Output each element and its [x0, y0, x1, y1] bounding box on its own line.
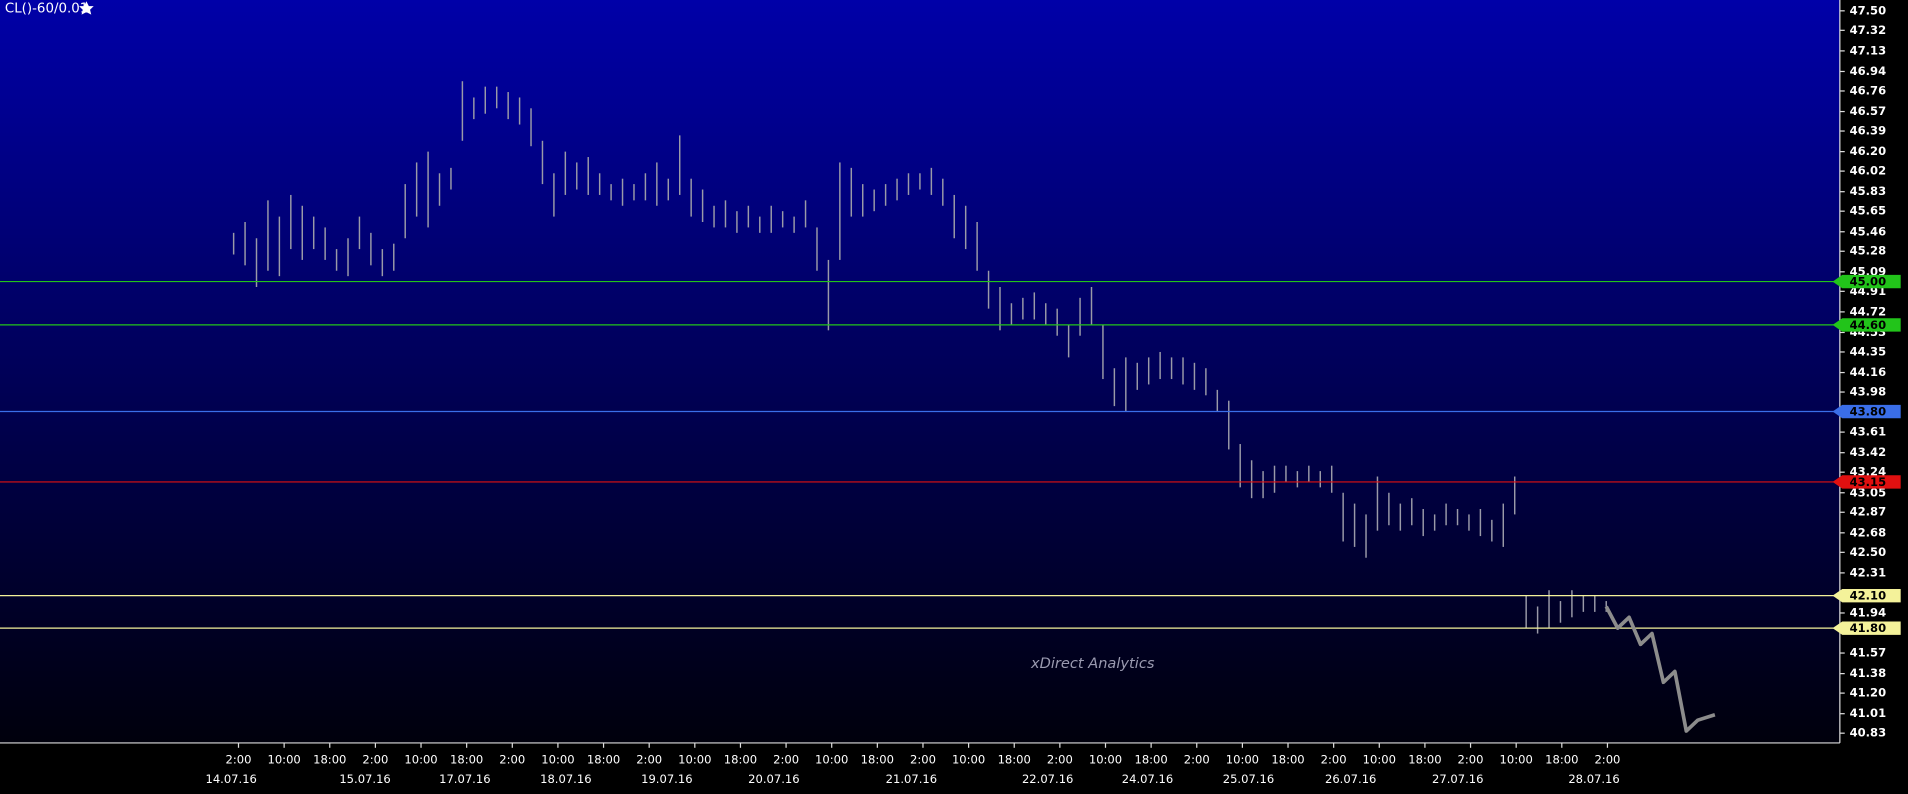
y-tick-label: 41.01: [1850, 706, 1887, 720]
y-tick-label: 45.28: [1850, 244, 1887, 258]
date-label: 14.07.16: [205, 772, 256, 786]
x-tick-label: 10:00: [952, 752, 985, 766]
y-tick-label: 43.98: [1850, 385, 1887, 399]
level-tag: [1832, 588, 1901, 603]
x-tick-label: 2:00: [499, 752, 525, 766]
x-tick-label: 10:00: [404, 752, 437, 766]
y-tick-label: 42.31: [1850, 565, 1887, 579]
y-tick-label: 42.87: [1850, 505, 1887, 519]
x-tick-label: 10:00: [1363, 752, 1396, 766]
y-tick-label: 42.50: [1850, 545, 1887, 559]
plot-area: [0, 0, 1840, 743]
level-tag: [1832, 621, 1901, 635]
date-label: 20.07.16: [748, 772, 799, 786]
date-label: 26.07.16: [1325, 772, 1376, 786]
x-tick-label: 10:00: [267, 752, 300, 766]
x-tick-label: 10:00: [678, 752, 711, 766]
x-tick-label: 18:00: [587, 752, 620, 766]
y-tick-label: 43.24: [1850, 465, 1887, 479]
watermark: xDirect Analytics: [1030, 655, 1155, 672]
date-label: 21.07.16: [886, 772, 937, 786]
y-tick-label: 43.05: [1850, 485, 1887, 499]
x-tick-label: 18:00: [450, 752, 483, 766]
level-tag: [1832, 274, 1901, 289]
y-tick-label: 41.94: [1850, 605, 1887, 619]
y-tick-label: 46.20: [1850, 144, 1887, 158]
y-tick-label: 45.65: [1850, 204, 1887, 218]
y-tick-label: 43.61: [1850, 425, 1887, 439]
x-tick-label: 2:00: [1594, 752, 1620, 766]
x-tick-label: 10:00: [1089, 752, 1122, 766]
x-tick-label: 18:00: [313, 752, 346, 766]
y-tick-label: 46.76: [1850, 83, 1887, 97]
level-tag: [1832, 404, 1901, 419]
x-tick-label: 2:00: [1184, 752, 1210, 766]
x-tick-label: 18:00: [1545, 752, 1578, 766]
x-tick-label: 10:00: [1500, 752, 1533, 766]
date-label: 19.07.16: [641, 772, 692, 786]
x-tick-label: 18:00: [724, 752, 757, 766]
y-tick-label: 44.72: [1850, 304, 1887, 318]
y-tick-label: 47.50: [1850, 3, 1887, 17]
x-tick-label: 10:00: [1226, 752, 1259, 766]
date-label: 25.07.16: [1223, 772, 1274, 786]
y-tick-label: 45.46: [1850, 224, 1887, 238]
level-label: 43.80: [1850, 405, 1887, 419]
level-tag: [1832, 475, 1901, 489]
y-tick-label: 41.38: [1850, 666, 1887, 680]
x-tick-label: 18:00: [1271, 752, 1304, 766]
level-label: 42.10: [1850, 589, 1887, 603]
x-tick-label: 10:00: [815, 752, 848, 766]
date-label: 17.07.16: [439, 772, 490, 786]
y-tick-label: 45.09: [1850, 264, 1887, 278]
date-label: 15.07.16: [339, 772, 390, 786]
y-tick-label: 41.57: [1850, 646, 1887, 660]
y-tick-label: 47.13: [1850, 43, 1887, 57]
y-tick-label: 46.02: [1850, 164, 1887, 178]
x-tick-label: 2:00: [910, 752, 936, 766]
x-tick-label: 2:00: [1047, 752, 1073, 766]
x-tick-label: 2:00: [773, 752, 799, 766]
level-tag: [1832, 318, 1901, 332]
x-tick-label: 18:00: [1134, 752, 1167, 766]
x-tick-label: 2:00: [1458, 752, 1484, 766]
level-label: 43.15: [1850, 475, 1887, 489]
y-tick-label: 46.94: [1850, 64, 1887, 78]
x-tick-label: 18:00: [998, 752, 1031, 766]
y-tick-label: 44.35: [1850, 344, 1887, 358]
level-label: 41.80: [1850, 621, 1887, 635]
date-label: 27.07.16: [1432, 772, 1483, 786]
forecast-line: [1604, 605, 1716, 733]
date-label: 24.07.16: [1122, 772, 1173, 786]
chart-title: CL()-60/0.01: [5, 2, 88, 17]
y-tick-label: 40.83: [1850, 726, 1887, 740]
level-label: 44.60: [1850, 318, 1887, 332]
x-tick-label: 2:00: [362, 752, 388, 766]
level-label: 45.00: [1850, 275, 1887, 289]
date-label: 18.07.16: [540, 772, 591, 786]
y-tick-label: 47.32: [1850, 23, 1887, 37]
x-tick-label: 2:00: [226, 752, 252, 766]
date-label: 28.07.16: [1568, 772, 1619, 786]
x-tick-label: 2:00: [1321, 752, 1347, 766]
y-tick-label: 46.57: [1850, 104, 1887, 118]
x-tick-label: 18:00: [1408, 752, 1441, 766]
y-tick-label: 42.68: [1850, 525, 1887, 539]
y-tick-label: 43.42: [1850, 445, 1887, 459]
favorite-star[interactable]: [79, 1, 94, 15]
x-tick-label: 18:00: [861, 752, 894, 766]
date-label: 22.07.16: [1022, 772, 1073, 786]
x-tick-label: 2:00: [636, 752, 662, 766]
y-tick-label: 46.39: [1850, 124, 1887, 138]
x-tick-label: 10:00: [541, 752, 574, 766]
y-tick-label: 44.16: [1850, 365, 1887, 379]
y-tick-label: 41.20: [1850, 686, 1887, 700]
y-tick-label: 45.83: [1850, 184, 1887, 198]
